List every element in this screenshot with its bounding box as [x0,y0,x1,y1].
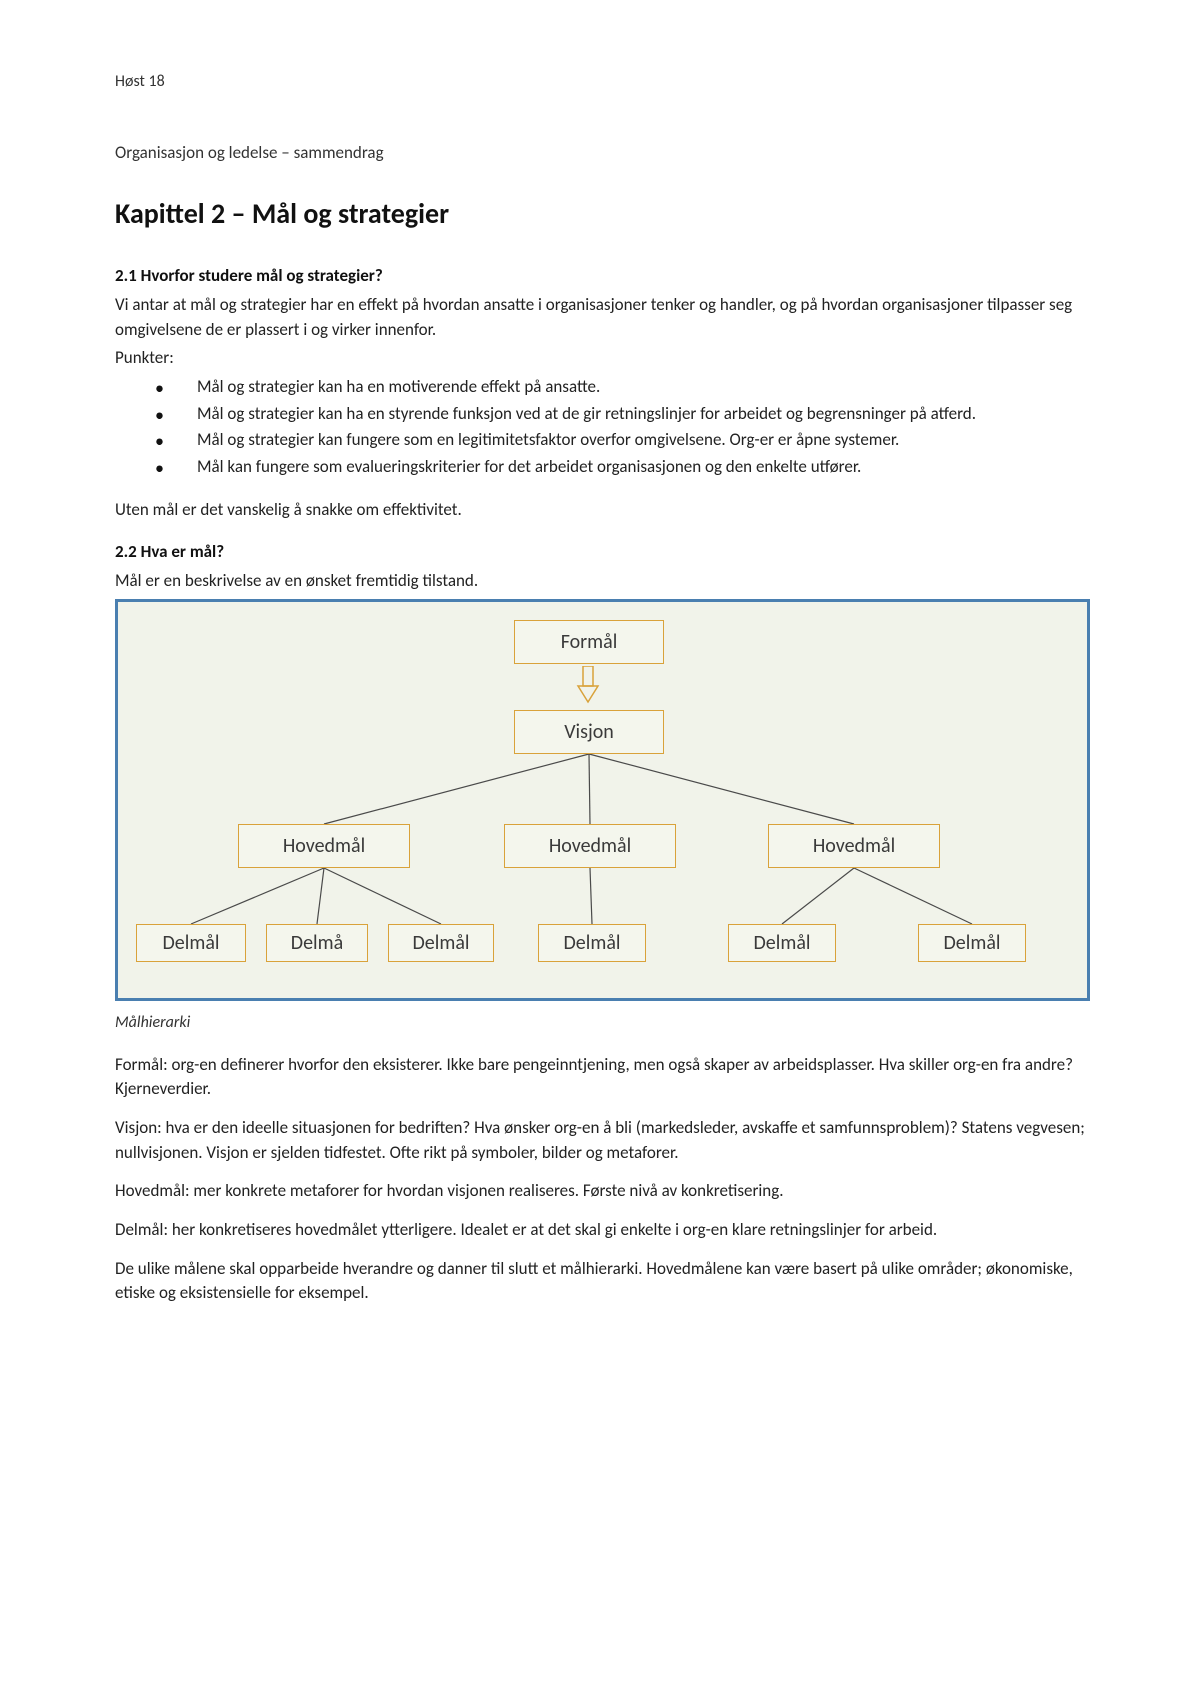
bullet-item: Mål og strategier kan ha en motiverende … [155,375,1090,400]
section-2-1-heading: 2.1 Hvorfor studere mål og strategier? [115,264,1090,289]
def-hovedmal: Hovedmål: mer konkrete metaforer for hvo… [115,1179,1090,1204]
diagram-node-del2: Delmå [266,924,368,962]
diagram-node-del3: Delmål [388,924,494,962]
page-header: Høst 18 [115,70,1090,93]
diagram-node-hoved1: Hovedmål [238,824,410,868]
section-2-1-intro: Vi antar at mål og strategier har en eff… [115,293,1090,342]
diagram-caption: Målhierarki [115,1011,1090,1034]
def-delmal: Delmål: her konkretiseres hovedmålet ytt… [115,1218,1090,1243]
diagram-node-formal: Formål [514,620,664,664]
diagram-node-del5: Delmål [728,924,836,962]
doc-subtitle: Organisasjon og ledelse – sammendrag [115,141,1090,166]
diagram-node-visjon: Visjon [514,710,664,754]
section-2-2-heading: 2.2 Hva er mål? [115,540,1090,565]
definitions-block: Formål: org-en definerer hvorfor den eks… [115,1053,1090,1306]
chapter-title: Kapittel 2 – Mål og strategier [115,194,1090,235]
def-formal: Formål: org-en definerer hvorfor den eks… [115,1053,1090,1102]
bullet-item: Mål og strategier kan fungere som en leg… [155,428,1090,453]
section-2-1-closing: Uten mål er det vanskelig å snakke om ef… [115,498,1090,523]
goal-hierarchy-diagram: Formål Visjon Hovedmål Hovedmål Hovedmål Delm… [115,599,1090,1001]
diagram-node-del4: Delmål [538,924,646,962]
diagram-node-del1: Delmål [136,924,246,962]
section-2-2-intro: Mål er en beskrivelse av en ønsket fremt… [115,569,1090,594]
def-summary: De ulike målene skal opparbeide hverandr… [115,1257,1090,1306]
punkter-label: Punkter: [115,346,1090,371]
bullet-item: Mål og strategier kan ha en styrende fun… [155,402,1090,427]
diagram-node-hoved2: Hovedmål [504,824,676,868]
diagram-node-hoved3: Hovedmål [768,824,940,868]
diagram-node-del6: Delmål [918,924,1026,962]
bullet-item: Mål kan fungere som evalueringskriterier… [155,455,1090,480]
down-arrow-icon [574,666,602,694]
def-visjon: Visjon: hva er den ideelle situasjonen f… [115,1116,1090,1165]
bullet-list: Mål og strategier kan ha en motiverende … [155,375,1090,480]
